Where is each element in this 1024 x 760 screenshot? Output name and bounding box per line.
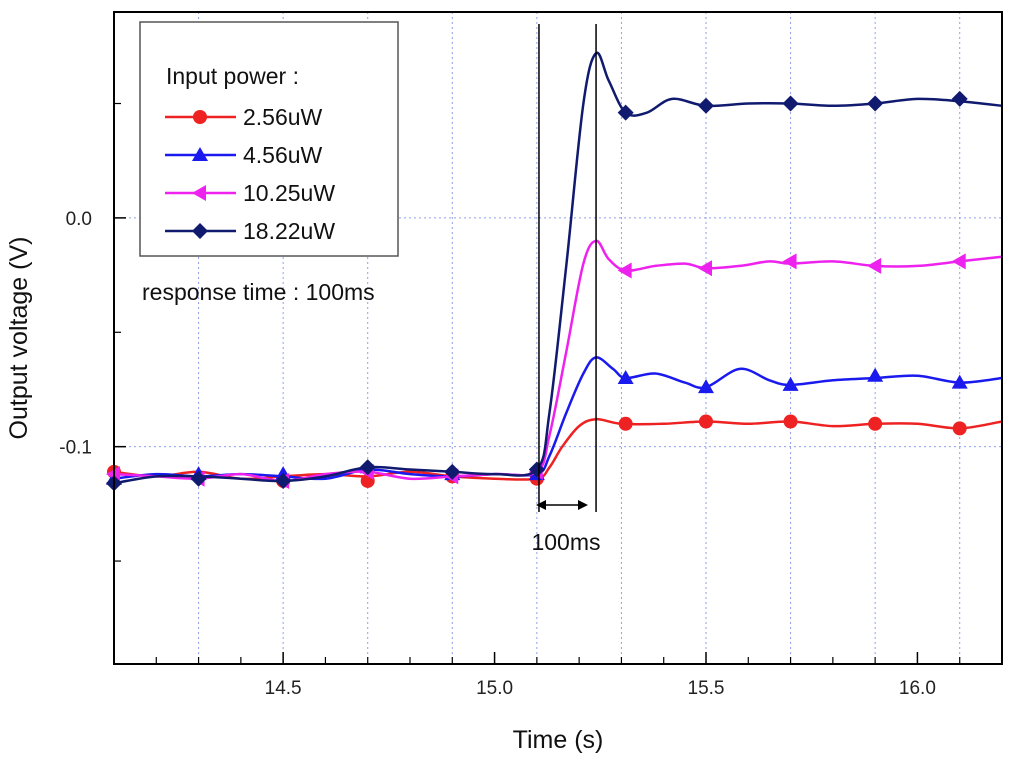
series-2.56uW [107, 414, 1003, 488]
series-line [113, 356, 1003, 481]
x-axis-title: Time (s) [513, 726, 604, 754]
legend-label: 18.22uW [243, 218, 335, 244]
data-point [867, 257, 882, 274]
data-point [868, 416, 883, 431]
legend-label: 10.25uW [243, 180, 335, 206]
series-10.25uW [106, 239, 1003, 489]
data-point [617, 104, 634, 121]
data-point [867, 367, 884, 382]
data-point [359, 459, 376, 476]
x-tick-label: 16.0 [899, 678, 936, 699]
legend-entry-2.56uW: 2.56uW [165, 104, 323, 130]
data-point [698, 97, 714, 114]
legend-swatch-marker [192, 223, 208, 239]
grid [114, 12, 1002, 664]
data-point [699, 414, 713, 429]
legend-swatch-marker [192, 147, 208, 161]
legend-label: 4.56uW [243, 142, 323, 168]
legend-label: 2.56uW [243, 104, 323, 130]
data-point [951, 90, 968, 107]
data-point [617, 370, 634, 385]
data-point [782, 95, 799, 112]
data-point [952, 421, 967, 436]
data-point [698, 379, 714, 394]
data-point [617, 262, 632, 279]
data-point [783, 414, 798, 429]
data-point [618, 416, 633, 431]
data-point [782, 376, 799, 391]
delta-label: 100ms [531, 529, 600, 555]
data-point [867, 95, 884, 112]
x-tick-label: 15.5 [688, 678, 725, 699]
legend-box [139, 21, 399, 257]
x-tick-label: 14.5 [265, 678, 302, 699]
data-point [951, 374, 968, 389]
y-tick-label: -0.1 [59, 438, 92, 459]
y-axis-title: Output voltage (V) [5, 237, 33, 440]
legend-entry-4.56uW: 4.56uW [165, 142, 323, 168]
series-18.22uW [106, 51, 1003, 492]
data-point [275, 472, 292, 489]
series-line [113, 239, 1003, 483]
data-point [698, 260, 712, 277]
response-markers [538, 24, 597, 512]
x-tick-label: 15.0 [476, 678, 513, 699]
data-point [190, 470, 207, 487]
legend-entry-18.22uW: 18.22uW [165, 218, 335, 244]
series-line [113, 51, 1003, 485]
axis-ticks: 14.5 15.0 15.5 16.0 0.0 -0.1 [59, 102, 961, 699]
plot-frame [113, 11, 1003, 665]
legend-swatch-marker [192, 185, 206, 201]
data-series [106, 51, 1003, 492]
data-point [528, 461, 545, 478]
y-tick-label: 0.0 [66, 209, 92, 230]
data-point [782, 253, 797, 270]
legend-entry-10.25uW: 10.25uW [165, 180, 335, 206]
legend-swatch-marker [193, 110, 207, 124]
response-time-annotation: response time : 100ms [142, 279, 375, 305]
data-point [951, 253, 966, 270]
legend-title: Input power : [166, 63, 299, 89]
delta-arrow [536, 500, 588, 510]
data-point [444, 463, 461, 480]
series-line [113, 417, 1003, 481]
legend: Input power : 2.56uW 4.56uW 10.25uW 18.22uW [139, 21, 399, 257]
legend-entries: 2.56uW 4.56uW 10.25uW 18.22uW [165, 104, 335, 244]
